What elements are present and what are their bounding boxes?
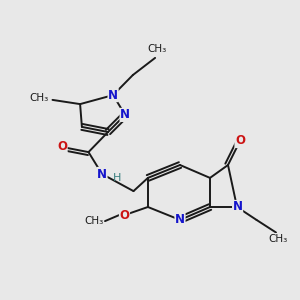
- Text: O: O: [235, 134, 245, 148]
- Text: CH₃: CH₃: [29, 93, 49, 103]
- Text: N: N: [108, 88, 118, 102]
- Text: N: N: [232, 200, 243, 214]
- Text: O: O: [119, 208, 130, 222]
- Text: CH₃: CH₃: [84, 216, 103, 226]
- Text: N: N: [120, 108, 130, 122]
- Text: CH₃: CH₃: [269, 233, 288, 244]
- Text: H: H: [113, 173, 121, 183]
- Text: CH₃: CH₃: [147, 44, 166, 54]
- Text: N: N: [175, 213, 185, 226]
- Text: O: O: [57, 140, 67, 154]
- Text: N: N: [97, 167, 107, 181]
